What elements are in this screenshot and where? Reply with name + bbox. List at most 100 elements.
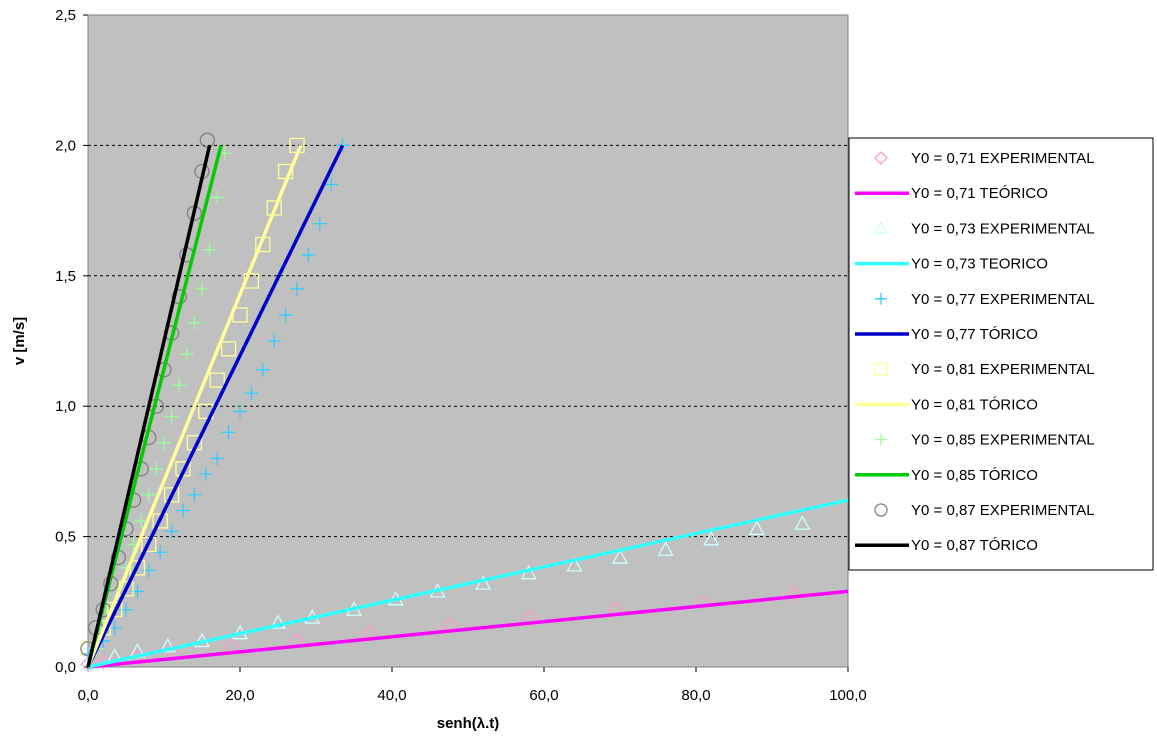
series-10 [86, 144, 223, 668]
series-line [87, 498, 849, 669]
legend-label: Y0 = 0,85 TÓRICO [911, 467, 1038, 484]
data-point [198, 467, 213, 482]
data-point [255, 362, 270, 377]
data-point [611, 549, 629, 564]
legend-label: Y0 = 0,73 TEORICO [911, 256, 1048, 273]
data-point [786, 586, 803, 602]
legend-marker-swatch [874, 151, 888, 165]
y-tick-label: 2,0 [55, 137, 76, 154]
data-point [269, 614, 287, 629]
series-5 [81, 138, 350, 661]
legend-item: Y0 = 0,77 EXPERIMENTAL [875, 291, 1095, 308]
data-point [163, 487, 180, 503]
data-point [233, 404, 247, 419]
legend-marker-swatch [873, 221, 889, 234]
data-point [244, 386, 259, 401]
data-point [80, 656, 96, 673]
data-point [95, 653, 112, 670]
data-point [179, 347, 194, 362]
data-point [566, 556, 583, 572]
series-line [86, 144, 345, 668]
y-tick-label: 0,0 [55, 659, 76, 676]
y-tick-label: 1,5 [55, 268, 76, 285]
data-point [187, 487, 202, 502]
legend-label: Y0 = 0,87 EXPERIMENTAL [911, 502, 1095, 519]
legend-item: Y0 = 0,73 TEORICO [855, 256, 1048, 273]
data-point [176, 503, 190, 518]
y-tick-label: 0,5 [55, 529, 76, 546]
data-point [172, 378, 187, 393]
data-point [748, 520, 765, 536]
x-tick-label: 20,0 [225, 687, 254, 704]
data-point [153, 545, 168, 560]
data-point [794, 515, 811, 530]
legend-label: Y0 = 0,81 TÓRICO [911, 396, 1038, 413]
x-tick-label: 100,0 [829, 687, 867, 704]
legend-item: Y0 = 0,81 TÓRICO [855, 396, 1038, 413]
series-6 [86, 144, 345, 668]
legend-label: Y0 = 0,77 TÓRICO [911, 326, 1038, 343]
series-4 [87, 498, 849, 669]
legend-label: Y0 = 0,71 TEÓRICO [911, 185, 1048, 202]
x-axis-ticks: 0,0 20,0 40,0 60,0 80,0 100,0 [78, 667, 867, 704]
data-point [209, 372, 225, 388]
data-point [278, 307, 293, 322]
y-tick-label: 1,0 [55, 398, 76, 415]
data-point [301, 247, 316, 262]
legend-box [848, 137, 1154, 571]
data-point [141, 487, 156, 502]
data-point [149, 461, 164, 476]
x-tick-label: 0,0 [78, 687, 99, 704]
series-2 [87, 589, 849, 669]
data-point [195, 281, 209, 296]
data-point [157, 435, 171, 450]
legend-item: Y0 = 0,73 EXPERIMENTAL [873, 220, 1095, 237]
legend: Y0 = 0,71 EXPERIMENTAL Y0 = 0,71 TEÓRICO Y… [848, 137, 1154, 571]
data-point [210, 451, 225, 466]
legend-label: Y0 = 0,77 EXPERIMENTAL [911, 291, 1095, 308]
x-axis-label: senh(λ.t) [437, 715, 500, 732]
series-8 [86, 144, 303, 668]
data-point [164, 524, 179, 539]
data-point [695, 593, 712, 610]
legend-item: Y0 = 0,85 TÓRICO [855, 467, 1038, 484]
legend-item: Y0 = 0,87 EXPERIMENTAL [874, 502, 1095, 519]
y-axis-label: v [m/s] [11, 317, 28, 365]
series-line [87, 589, 849, 669]
series-layer [79, 132, 849, 673]
data-point [152, 513, 168, 529]
data-point [312, 216, 327, 231]
data-point [199, 132, 215, 148]
legend-item: Y0 = 0,77 TÓRICO [855, 326, 1038, 343]
series-line [86, 144, 223, 668]
series-12 [86, 145, 212, 668]
x-tick-label: 40,0 [377, 687, 406, 704]
data-point [703, 530, 720, 546]
legend-label: Y0 = 0,81 EXPERIMENTAL [911, 361, 1095, 378]
legend-label: Y0 = 0,87 TÓRICO [911, 537, 1038, 554]
data-point [475, 575, 492, 590]
data-point [324, 177, 339, 192]
data-point [159, 637, 176, 653]
legend-items: Y0 = 0,71 EXPERIMENTAL Y0 = 0,71 TEÓRICO Y… [855, 150, 1095, 554]
data-point [290, 281, 304, 296]
data-point [657, 541, 674, 556]
x-tick-label: 60,0 [529, 687, 558, 704]
legend-item: Y0 = 0,81 EXPERIMENTAL [874, 361, 1095, 378]
data-point [220, 341, 237, 357]
data-point [210, 190, 225, 205]
series-line [86, 145, 212, 668]
plot-area [87, 14, 849, 668]
legend-marker-swatch [874, 362, 888, 376]
data-point [164, 409, 179, 424]
data-point [608, 601, 625, 618]
legend-label: Y0 = 0,73 EXPERIMENTAL [911, 220, 1095, 237]
x-tick-label: 80,0 [681, 687, 710, 704]
data-point [187, 315, 202, 330]
legend-marker-swatch [874, 503, 888, 517]
series-3 [79, 515, 811, 671]
y-tick-label: 2,5 [55, 7, 76, 24]
data-point [221, 425, 236, 440]
legend-label: Y0 = 0,71 EXPERIMENTAL [911, 150, 1095, 167]
